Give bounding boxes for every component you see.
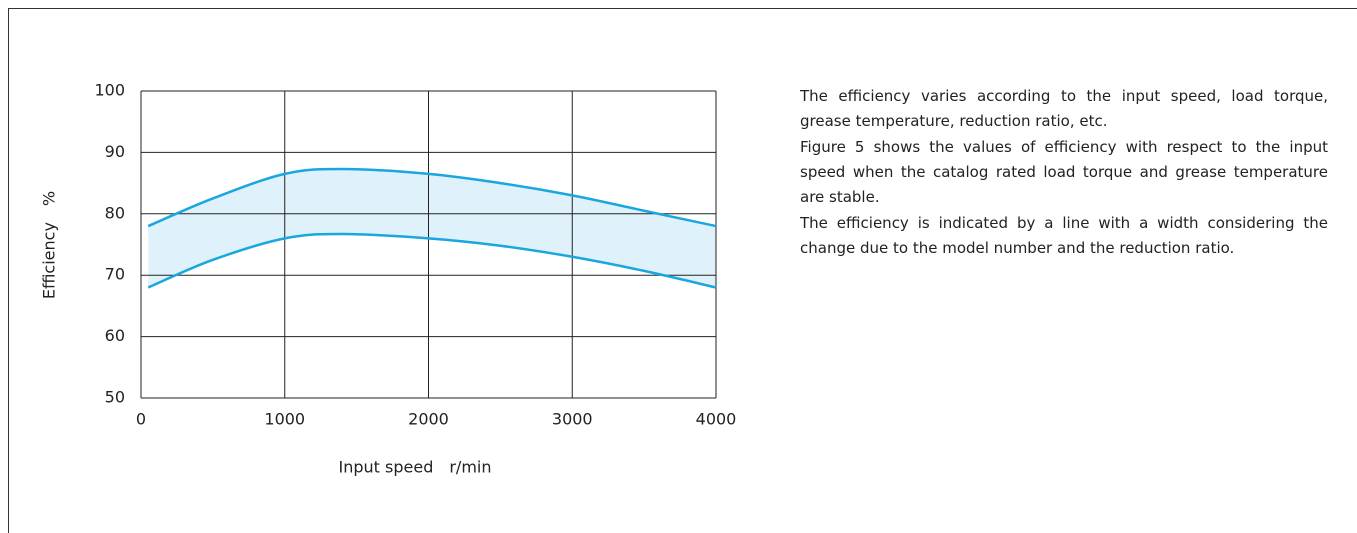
y-tick-label: 70 (105, 265, 125, 284)
paragraph: Figure 5 shows the values of efficiency … (800, 138, 1328, 206)
y-tick-label: 50 (105, 388, 125, 407)
paragraph: The efficiency varies according to the i… (800, 87, 1328, 130)
line (147, 167, 717, 228)
y-tick-label: 90 (105, 142, 125, 161)
x-tick-label: 4000 (696, 410, 737, 429)
x-tick-label: 1000 (264, 410, 305, 429)
band-fill (148, 168, 716, 288)
x-tick-label: 2000 (408, 410, 449, 429)
x-tick-label: 3000 (552, 410, 593, 429)
y-tick-label: 60 (105, 326, 125, 345)
frame (8, 8, 1357, 533)
y-tick-label: 80 (105, 203, 125, 222)
description: The efficiency varies according to the i… (800, 84, 1328, 262)
x-tick-label: 0 (136, 410, 146, 429)
y-tick-label: 100 (94, 81, 125, 100)
chart: Input speed r/min Efficiency % 0 1000 2000… (40, 81, 737, 477)
line (147, 232, 717, 289)
y-axis-label: Efficiency % (40, 191, 59, 299)
x-axis-label: Input speed r/min (339, 458, 492, 477)
paragraph: The efficiency is indicated by a line wi… (800, 214, 1328, 257)
